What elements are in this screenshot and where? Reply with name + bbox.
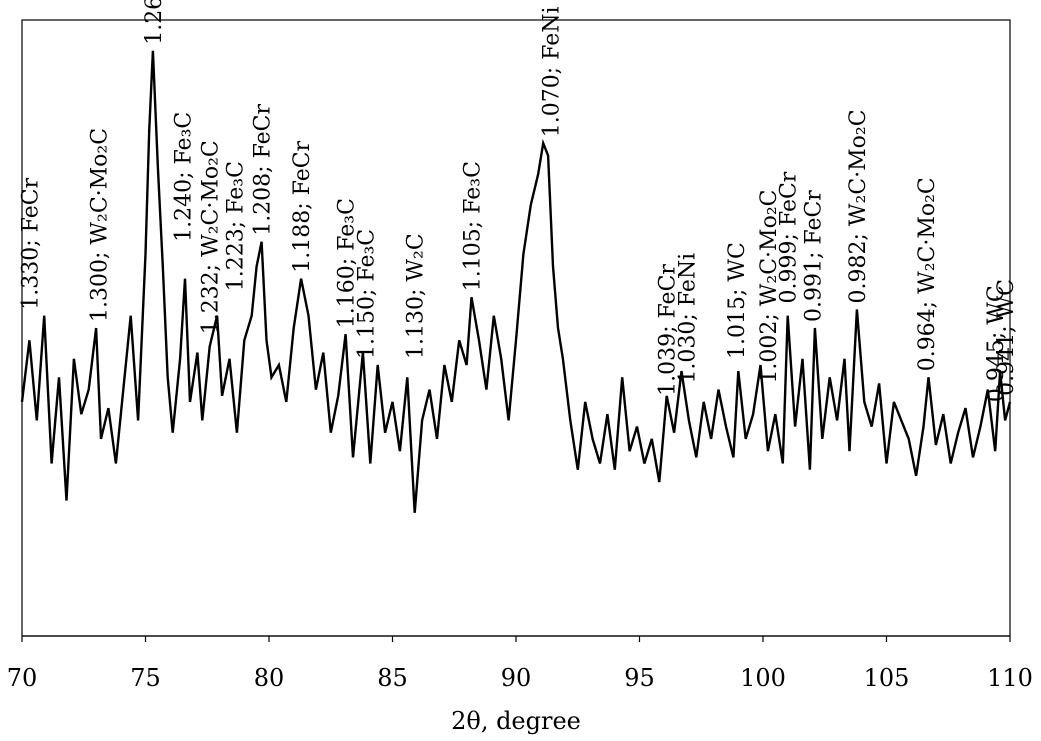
peak-label: 1.150; Fe₃C [354, 229, 379, 359]
peak-label: 1.070; FeNi [540, 6, 565, 137]
x-tick-label: 75 [130, 664, 161, 692]
peak-label: 1.300; W₂C·Mo₂C [88, 128, 113, 322]
peak-label: 0.945; WC [984, 285, 1009, 402]
peak-label: 0.941; WC [994, 279, 1019, 396]
x-tick-label: 80 [254, 664, 285, 692]
x-tick-label: 110 [987, 664, 1033, 692]
peak-label: 0.982; W₂C·Mo₂C [846, 109, 871, 303]
peak-label: 1.160; Fe₃C [335, 198, 360, 328]
peak-label: 1.105; Fe₃C [461, 161, 486, 291]
peak-label: 1.030; FeNi [675, 253, 700, 384]
peak-label: 1.330; FeCr [18, 177, 43, 309]
x-tick-label: 70 [7, 664, 38, 692]
x-ticks: 70 75 80 85 90 95 100 105 110 [7, 636, 1033, 692]
xrd-pattern-line [20, 50, 1012, 513]
peak-label: 1.188; FeCr [290, 140, 315, 272]
series-group [20, 50, 1012, 513]
x-tick-label: 95 [624, 664, 655, 692]
x-tick-label: 90 [501, 664, 532, 692]
x-tick-label: 105 [864, 664, 910, 692]
peak-label: 1.002; W₂C·Mo₂C [757, 190, 782, 384]
peak-label: 1.223; Fe₃C [223, 161, 248, 291]
x-tick-label: 85 [377, 664, 408, 692]
x-axis-title: 2θ, degree [451, 707, 581, 735]
peak-label: 1.039; FeCr [656, 264, 681, 396]
peak-label: 0.999; FeCr [777, 171, 802, 303]
peak-label: 0.964; W₂C·Mo₂C [915, 177, 940, 371]
peak-label: 1.130; W₂C [404, 233, 429, 359]
peak-label: 1.232; W₂C·Mo₂C [199, 140, 224, 334]
peak-label: 1.260; FeNi [142, 0, 167, 45]
x-tick-label: 100 [740, 664, 786, 692]
peak-label: 0.991; FeCr [801, 190, 826, 322]
peak-label: 1.240; Fe₃C [172, 112, 197, 242]
peak-label: 1.208; FeCr [251, 103, 276, 235]
peak-labels: 1.330; FeCr 1.300; W₂C·Mo₂C 1.260; FeNi 1.2… [18, 0, 1019, 402]
peak-label: 1.015; WC [725, 242, 750, 359]
